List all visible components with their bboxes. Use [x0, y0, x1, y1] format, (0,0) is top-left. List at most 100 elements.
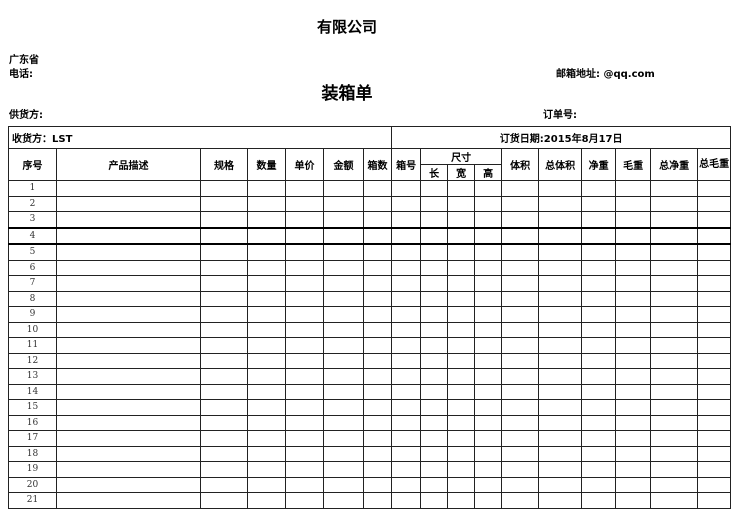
table-cell[interactable] — [697, 352, 732, 369]
table-cell[interactable] — [447, 430, 476, 447]
table-cell[interactable] — [447, 368, 476, 385]
table-cell[interactable] — [323, 259, 364, 276]
table-cell[interactable] — [650, 461, 699, 478]
table-cell[interactable] — [200, 226, 248, 245]
table-cell[interactable] — [615, 195, 652, 212]
table-cell[interactable] — [420, 306, 449, 323]
table-cell[interactable] — [56, 337, 201, 354]
table-cell[interactable] — [697, 321, 732, 338]
table-cell[interactable] — [447, 399, 476, 416]
table-cell[interactable] — [323, 352, 364, 369]
table-cell[interactable] — [420, 337, 449, 354]
table-cell[interactable] — [323, 368, 364, 385]
table-cell[interactable] — [362, 492, 393, 509]
table-cell[interactable] — [247, 430, 286, 447]
table-cell[interactable] — [323, 383, 364, 400]
table-cell[interactable] — [581, 259, 617, 276]
table-cell[interactable] — [56, 399, 201, 416]
table-cell[interactable] — [697, 399, 732, 416]
table-cell[interactable] — [501, 180, 540, 197]
table-cell[interactable] — [420, 275, 449, 292]
table-cell[interactable] — [391, 399, 422, 416]
table-cell[interactable] — [420, 492, 449, 509]
table-cell[interactable] — [200, 243, 248, 261]
table-cell[interactable] — [615, 461, 652, 478]
table-cell[interactable] — [362, 195, 393, 212]
table-cell[interactable] — [420, 211, 449, 228]
table-cell[interactable] — [56, 476, 201, 493]
table-cell[interactable] — [447, 321, 476, 338]
table-cell[interactable] — [501, 195, 540, 212]
table-cell[interactable] — [447, 211, 476, 228]
table-cell[interactable] — [650, 226, 699, 245]
table-cell[interactable] — [200, 337, 248, 354]
table-cell[interactable] — [285, 476, 324, 493]
table-cell[interactable] — [474, 492, 503, 509]
table-cell[interactable] — [56, 306, 201, 323]
table-cell[interactable] — [391, 492, 422, 509]
table-cell[interactable] — [650, 414, 699, 431]
table-cell[interactable] — [615, 383, 652, 400]
table-cell[interactable] — [420, 461, 449, 478]
table-cell[interactable] — [538, 211, 583, 228]
table-cell[interactable] — [474, 243, 503, 261]
table-cell[interactable] — [200, 195, 248, 212]
table-cell[interactable] — [581, 430, 617, 447]
table-cell[interactable] — [323, 180, 364, 197]
table-cell[interactable] — [56, 383, 201, 400]
table-cell[interactable] — [420, 383, 449, 400]
table-cell[interactable] — [362, 337, 393, 354]
table-cell[interactable] — [501, 211, 540, 228]
table-cell[interactable] — [538, 195, 583, 212]
table-cell[interactable] — [538, 399, 583, 416]
table-cell[interactable] — [447, 306, 476, 323]
table-cell[interactable] — [581, 461, 617, 478]
table-cell[interactable] — [501, 306, 540, 323]
table-cell[interactable] — [362, 290, 393, 307]
table-cell[interactable] — [285, 461, 324, 478]
table-cell[interactable] — [538, 383, 583, 400]
table-cell[interactable] — [650, 306, 699, 323]
table-cell[interactable] — [247, 275, 286, 292]
table-cell[interactable] — [362, 275, 393, 292]
table-cell[interactable] — [56, 243, 201, 261]
table-cell[interactable] — [420, 321, 449, 338]
table-cell[interactable] — [581, 195, 617, 212]
table-cell[interactable] — [247, 321, 286, 338]
table-cell[interactable] — [285, 180, 324, 197]
table-cell[interactable] — [447, 445, 476, 462]
table-cell[interactable] — [447, 290, 476, 307]
table-cell[interactable] — [285, 399, 324, 416]
table-cell[interactable] — [697, 306, 732, 323]
table-cell[interactable] — [200, 383, 248, 400]
table-cell[interactable] — [697, 476, 732, 493]
table-cell[interactable] — [391, 368, 422, 385]
table-cell[interactable] — [615, 352, 652, 369]
table-cell[interactable] — [323, 337, 364, 354]
table-cell[interactable] — [56, 461, 201, 478]
table-cell[interactable] — [391, 259, 422, 276]
table-cell[interactable] — [474, 275, 503, 292]
table-cell[interactable] — [420, 259, 449, 276]
table-cell[interactable] — [391, 383, 422, 400]
table-cell[interactable] — [538, 321, 583, 338]
table-cell[interactable] — [323, 399, 364, 416]
table-cell[interactable] — [285, 492, 324, 509]
table-cell[interactable] — [501, 259, 540, 276]
table-cell[interactable] — [285, 352, 324, 369]
table-cell[interactable] — [362, 399, 393, 416]
table-cell[interactable] — [200, 352, 248, 369]
table-cell[interactable] — [697, 290, 732, 307]
table-cell[interactable] — [323, 243, 364, 261]
table-cell[interactable] — [285, 259, 324, 276]
table-cell[interactable] — [391, 461, 422, 478]
table-cell[interactable] — [56, 180, 201, 197]
table-cell[interactable] — [56, 259, 201, 276]
table-cell[interactable] — [56, 368, 201, 385]
table-cell[interactable] — [391, 445, 422, 462]
table-cell[interactable] — [650, 368, 699, 385]
table-cell[interactable] — [323, 476, 364, 493]
table-cell[interactable] — [538, 430, 583, 447]
table-cell[interactable] — [501, 337, 540, 354]
table-cell[interactable] — [474, 352, 503, 369]
